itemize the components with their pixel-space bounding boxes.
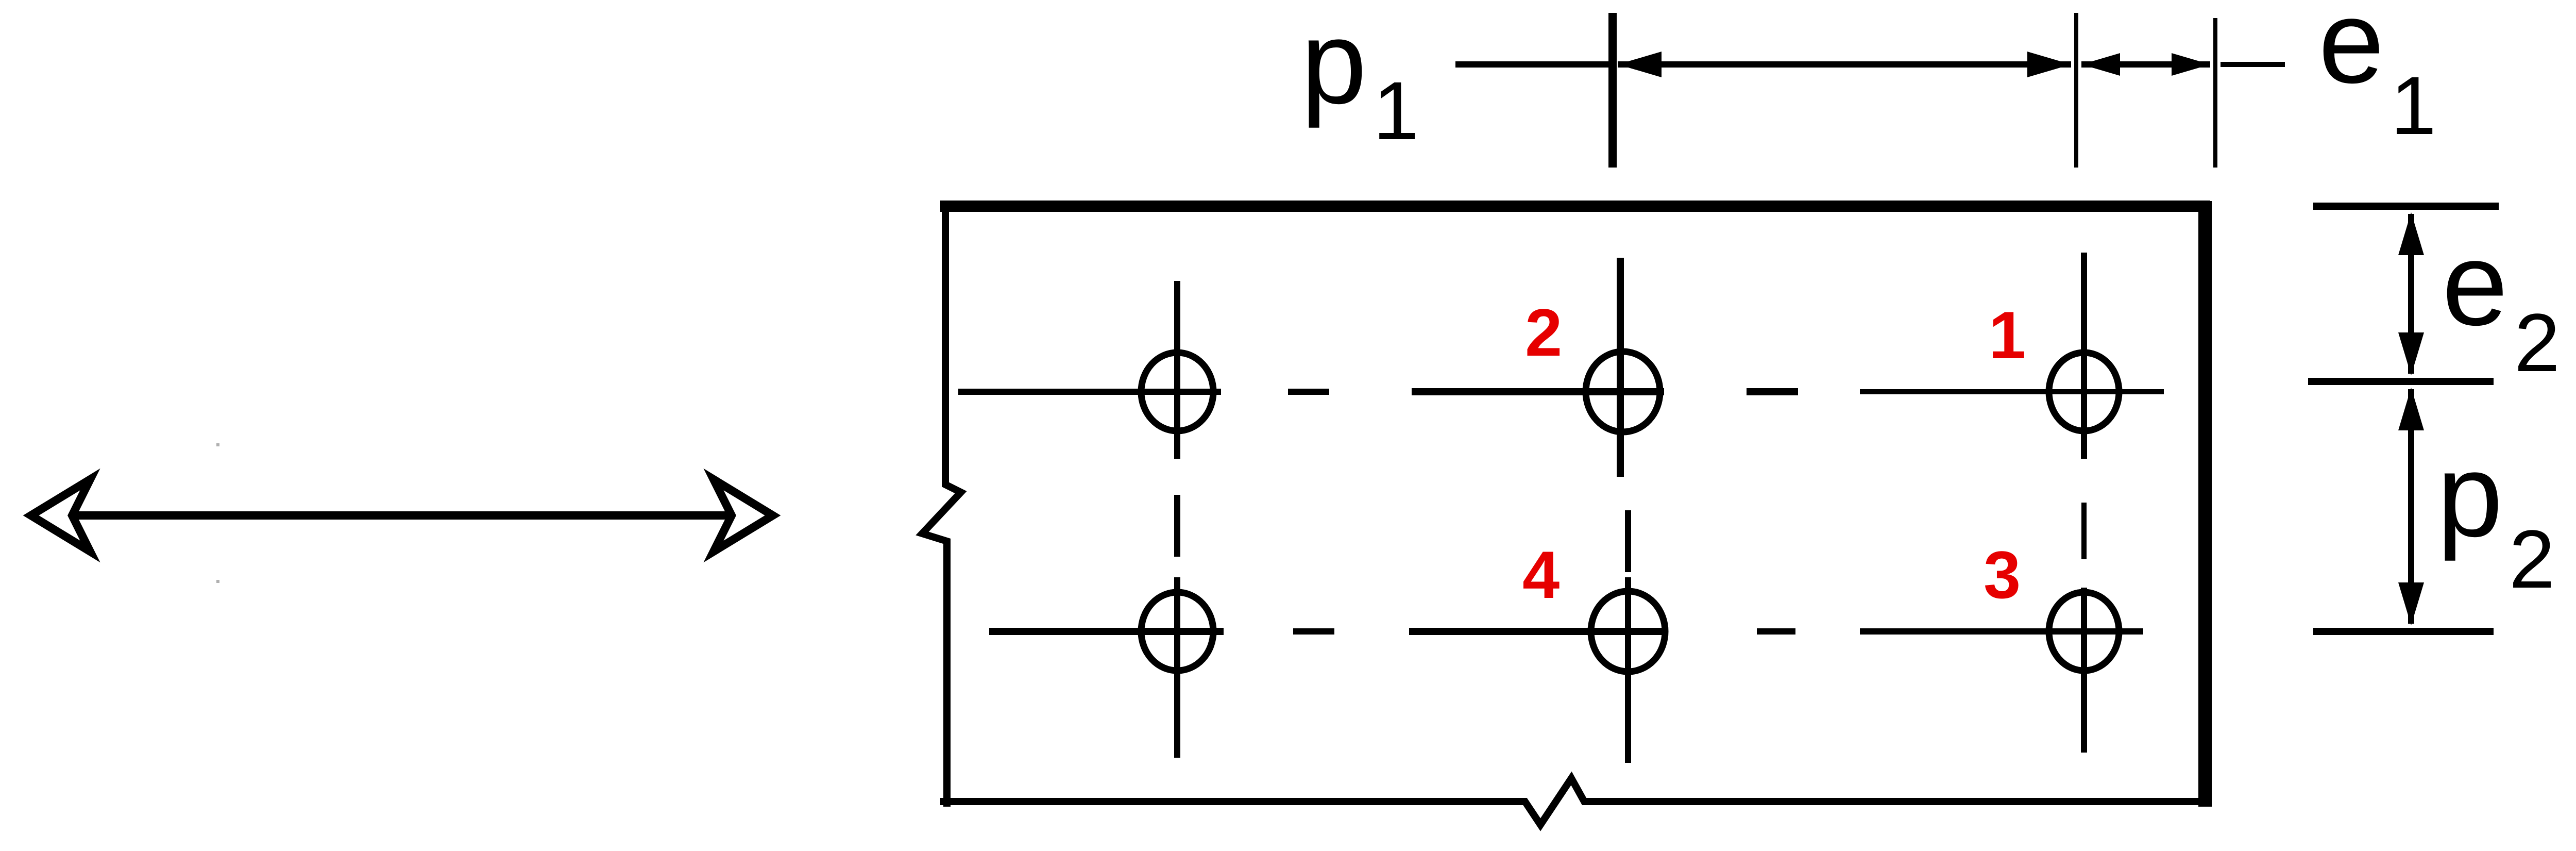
- bolt-hole-icon: [2045, 589, 2123, 674]
- arrowhead-right-icon: [703, 468, 781, 563]
- arrowhead-left-icon: [23, 468, 100, 563]
- dimension-e2-p2: e 2 p 2: [2308, 203, 2560, 635]
- arrowhead-icon: [2398, 582, 2424, 625]
- plate-break-left: [916, 201, 967, 807]
- bolt-column-lines: [1174, 253, 2087, 763]
- plate-outline: [916, 201, 2212, 831]
- arrowhead-icon: [1618, 52, 1662, 77]
- bolt-hole-icon: [1587, 588, 1669, 675]
- label-e2: e: [2442, 218, 2508, 350]
- bolt-number-3: 3: [1984, 537, 2021, 612]
- label-e1-subscript: 1: [2391, 59, 2436, 152]
- bolt-hole-icon: [1582, 348, 1664, 436]
- arrowhead-icon: [2027, 52, 2071, 77]
- bolt-row-lines: [958, 388, 2164, 635]
- label-p1-subscript: 1: [1373, 64, 1419, 157]
- bolt-hole-icon: [1138, 349, 1217, 435]
- speck: [216, 580, 219, 583]
- bolt-hole-icon: [2045, 349, 2123, 435]
- label-p2-subscript: 2: [2509, 513, 2555, 605]
- arrowhead-icon: [2398, 212, 2424, 255]
- arrowhead-icon: [2081, 53, 2120, 76]
- plate-break-bottom: [940, 771, 2210, 831]
- arrowhead-icon: [2172, 53, 2210, 76]
- bolt-hole-icon: [1138, 589, 1217, 674]
- speck: [216, 443, 219, 446]
- label-p2: p: [2437, 429, 2503, 561]
- load-direction-arrow: [23, 468, 781, 563]
- bolt-holes: [1138, 348, 2123, 675]
- bolt-number-4: 4: [1522, 537, 1560, 612]
- label-e1: e: [2318, 0, 2384, 108]
- dimension-p1-e1: p 1 e 1: [1301, 0, 2436, 168]
- bolt-number-1: 1: [1989, 297, 2026, 373]
- label-e2-subscript: 2: [2514, 296, 2560, 389]
- bolt-numbers: 1 2 3 4: [1522, 295, 2026, 612]
- label-p1: p: [1301, 0, 1367, 128]
- arrowhead-icon: [2398, 388, 2424, 430]
- arrowhead-icon: [2398, 332, 2424, 375]
- bolt-number-2: 2: [1525, 295, 1562, 370]
